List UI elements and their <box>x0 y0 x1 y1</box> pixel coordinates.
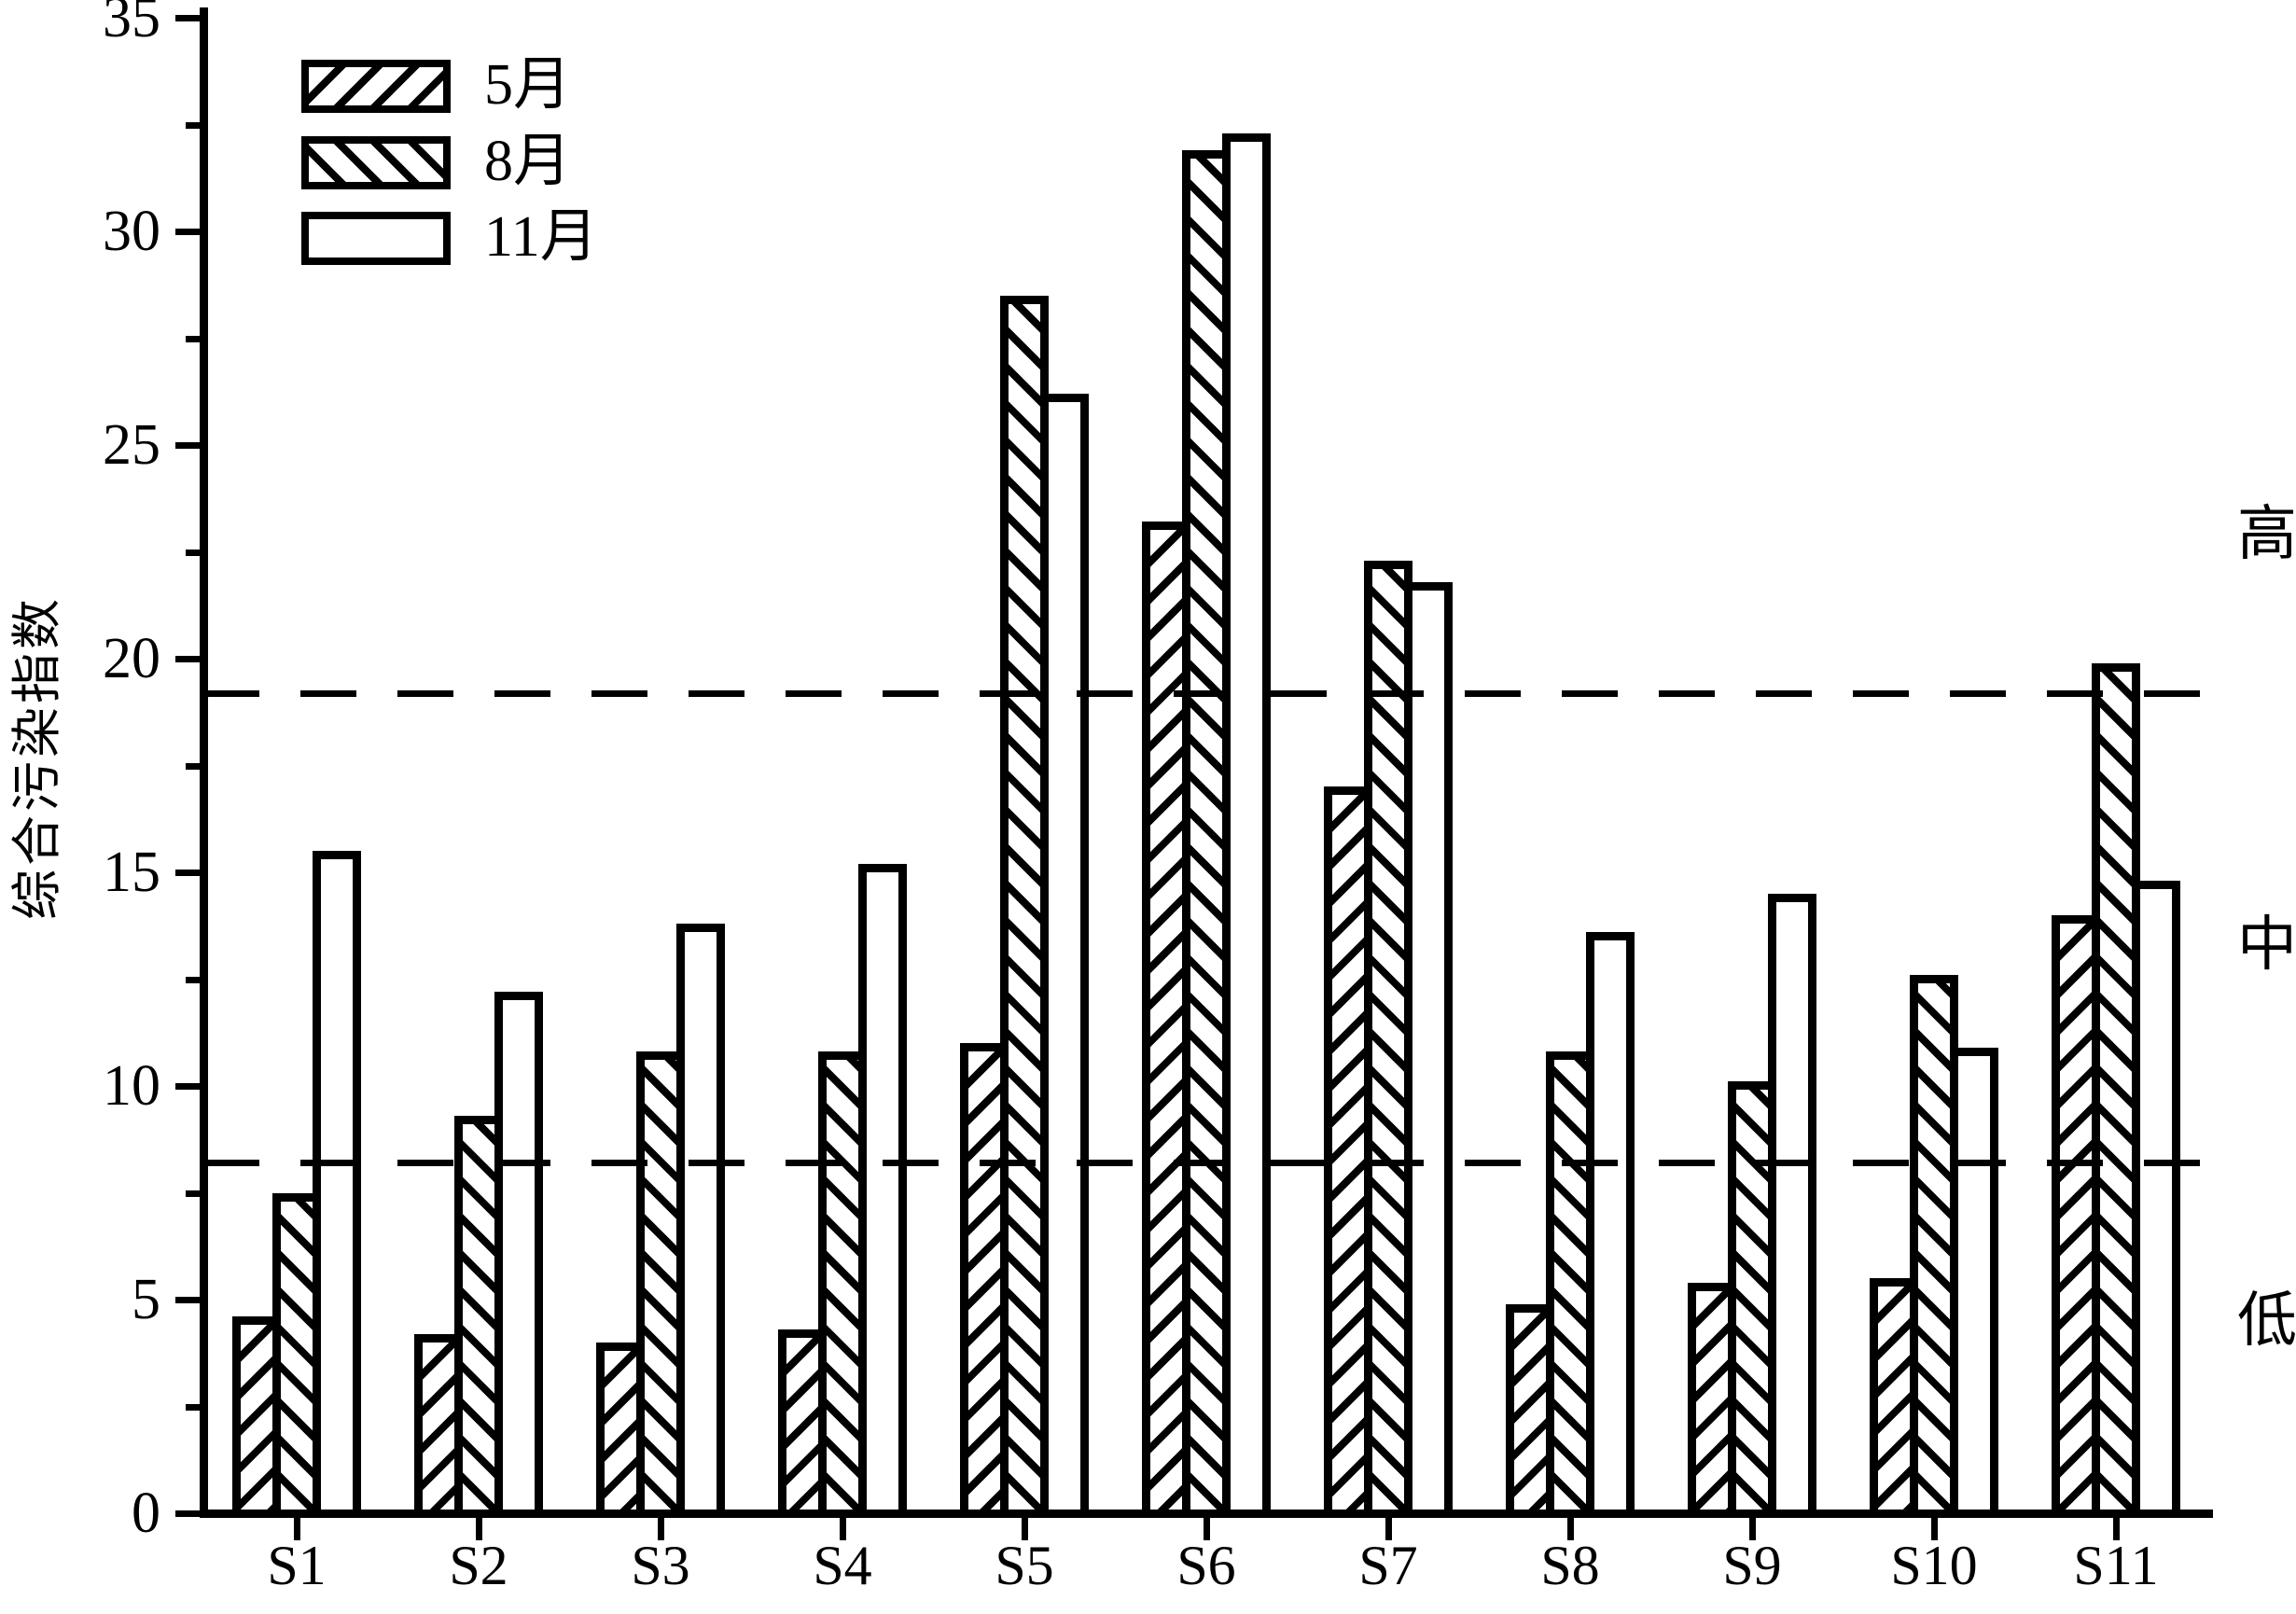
bar-S3-11月 <box>676 923 725 1518</box>
bar-S7-11月 <box>1404 581 1453 1518</box>
y-tick-label: 25 <box>103 413 160 477</box>
x-tick-label: S9 <box>1722 1535 1782 1596</box>
bar-S11-5月 <box>2052 914 2100 1518</box>
x-tick-label: S4 <box>813 1535 872 1596</box>
y-axis <box>200 7 208 1518</box>
bar-S10-11月 <box>1950 1047 1998 1518</box>
zone-label-中: 中 <box>2237 911 2296 978</box>
x-tick-label: S7 <box>1358 1535 1418 1596</box>
x-tick <box>658 1518 664 1540</box>
x-tick-label: S8 <box>1540 1535 1600 1596</box>
legend-swatch-5月 <box>301 60 451 113</box>
y-major-tick <box>175 442 200 449</box>
y-minor-tick <box>186 762 200 770</box>
y-tick-label: 15 <box>103 841 160 904</box>
legend-label: 8月 <box>484 130 572 193</box>
y-axis-title: 综合污染指数 <box>9 595 65 920</box>
bar-S1-11月 <box>313 851 361 1518</box>
bar-S6-11月 <box>1222 132 1271 1518</box>
x-tick <box>476 1518 482 1540</box>
y-major-tick <box>175 15 200 21</box>
x-tick-label: S2 <box>449 1535 508 1596</box>
bar-S11-11月 <box>2132 881 2180 1518</box>
y-major-tick <box>175 1083 200 1090</box>
bar-S9-11月 <box>1768 893 1816 1518</box>
x-tick <box>1022 1518 1028 1540</box>
y-minor-tick <box>186 335 200 342</box>
x-tick-label: S10 <box>1890 1535 1978 1596</box>
x-tick-label: S6 <box>1176 1535 1236 1596</box>
y-tick-label: 0 <box>132 1482 160 1545</box>
x-tick <box>1931 1518 1938 1540</box>
y-minor-tick <box>186 121 200 129</box>
x-tick <box>840 1518 846 1540</box>
bar-S2-11月 <box>494 992 543 1518</box>
x-tick-label: S3 <box>631 1535 690 1596</box>
zone-label-低: 低 <box>2237 1287 2296 1354</box>
x-tick <box>1385 1518 1392 1540</box>
legend-label: 11月 <box>484 205 598 269</box>
y-tick-label: 35 <box>103 0 160 49</box>
x-tick-label: S11 <box>2073 1535 2159 1596</box>
y-major-tick <box>175 656 200 662</box>
y-major-tick <box>175 229 200 235</box>
legend-label: 5月 <box>484 53 572 117</box>
y-tick-label: 10 <box>103 1054 160 1118</box>
x-tick <box>1204 1518 1210 1540</box>
y-minor-tick <box>186 1403 200 1411</box>
bar-S8-11月 <box>1586 932 1635 1518</box>
y-minor-tick <box>186 549 200 556</box>
legend-swatch-8月 <box>301 136 451 189</box>
legend-swatch-11月 <box>301 212 451 265</box>
x-tick <box>2113 1518 2120 1540</box>
zone-label-高: 高 <box>2237 501 2296 568</box>
y-major-tick <box>175 1510 200 1517</box>
x-tick <box>294 1518 300 1540</box>
threshold-line-2 <box>203 1160 2213 1167</box>
y-tick-label: 5 <box>132 1268 160 1331</box>
y-major-tick <box>175 1297 200 1303</box>
y-tick-label: 30 <box>103 200 160 263</box>
y-minor-tick <box>186 976 200 983</box>
y-tick-label: 20 <box>103 627 160 690</box>
bar-S5-11月 <box>1040 394 1089 1518</box>
x-tick-label: S5 <box>995 1535 1054 1596</box>
y-major-tick <box>175 870 200 876</box>
threshold-line-1 <box>203 689 2213 697</box>
x-tick <box>1567 1518 1574 1540</box>
y-minor-tick <box>186 1190 200 1197</box>
x-tick <box>1749 1518 1756 1540</box>
x-tick-label: S1 <box>267 1535 327 1596</box>
bar-S4-11月 <box>858 863 907 1518</box>
